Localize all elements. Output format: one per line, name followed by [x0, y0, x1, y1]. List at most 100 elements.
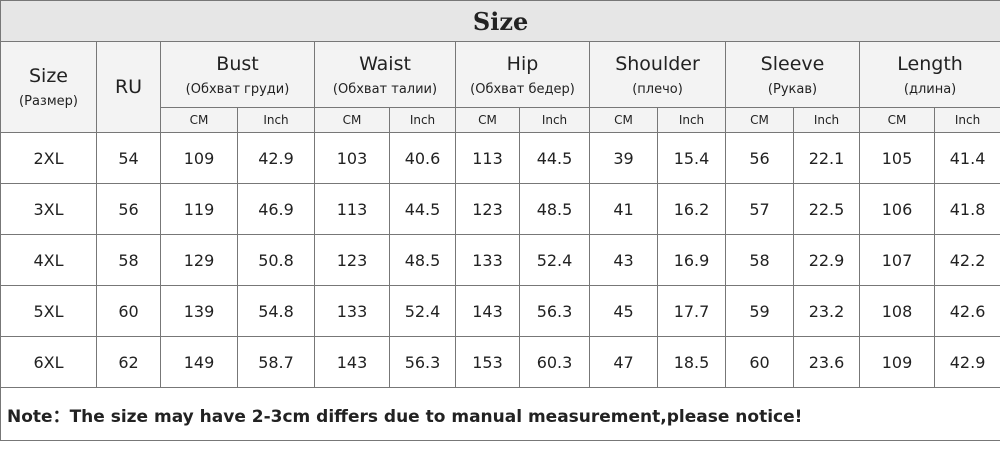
header-label: Length [897, 52, 963, 75]
value-cell: 17.7 [657, 285, 726, 337]
value-cell: 46.9 [237, 183, 315, 235]
value-cell: 108 [859, 285, 935, 337]
value-cell: 58.7 [237, 336, 315, 388]
header-sub: (длина) [903, 81, 957, 97]
header-sub: (Размер) [19, 94, 78, 109]
value-cell: 103 [314, 132, 390, 184]
value-cell: 60.3 [519, 336, 590, 388]
data-row: 5XL 60 139 54.8 133 52.4 143 56.3 45 17.7 59 23.2 10… [0, 285, 1000, 337]
value-cell: 54.8 [237, 285, 315, 337]
ru-cell: 62 [96, 336, 161, 388]
value-cell: 133 [455, 234, 520, 286]
value-cell: 44.5 [519, 132, 590, 184]
unit-label: Inch [237, 107, 315, 133]
note-row: Note：The size may have 2-3cm differs due… [0, 387, 1000, 441]
value-cell: 109 [859, 336, 935, 388]
header-sub: (Обхват талии) [332, 81, 438, 97]
value-cell: 42.9 [237, 132, 315, 184]
value-cell: 43 [589, 234, 658, 286]
value-cell: 22.1 [793, 132, 860, 184]
value-cell: 119 [160, 183, 238, 235]
note: Note：The size may have 2-3cm differs due… [0, 387, 1000, 441]
header-sub: (Обхват груди) [185, 81, 290, 97]
value-cell: 16.2 [657, 183, 726, 235]
value-cell: 23.6 [793, 336, 860, 388]
value-cell: 40.6 [389, 132, 456, 184]
value-cell: 22.5 [793, 183, 860, 235]
value-cell: 48.5 [389, 234, 456, 286]
value-cell: 59 [725, 285, 794, 337]
header-label: Bust [216, 52, 259, 75]
unit-label: CM [160, 107, 238, 133]
value-cell: 16.9 [657, 234, 726, 286]
value-cell: 149 [160, 336, 238, 388]
value-cell: 44.5 [389, 183, 456, 235]
table-title: Size [0, 0, 1000, 42]
header-sub: (Рукав) [767, 81, 818, 97]
value-cell: 113 [455, 132, 520, 184]
header-label: Size [28, 65, 68, 87]
ru-cell: 60 [96, 285, 161, 337]
value-cell: 22.9 [793, 234, 860, 286]
measure-header: Shoulder (плечо) [589, 41, 726, 108]
value-cell: 15.4 [657, 132, 726, 184]
header-sub: (плечо) [632, 81, 683, 97]
value-cell: 107 [859, 234, 935, 286]
value-cell: 50.8 [237, 234, 315, 286]
value-cell: 57 [725, 183, 794, 235]
value-cell: 41.8 [933, 183, 1000, 235]
value-cell: 153 [455, 336, 520, 388]
header-sub: (Обхват бедер) [470, 81, 575, 97]
value-cell: 42.6 [933, 285, 1000, 337]
measure-header: Waist (Обхват талии) [314, 41, 456, 108]
header-row: Size (Размер) RU Bust (Обхват груди) Waist (Об… [0, 41, 1000, 133]
value-cell: 42.9 [933, 336, 1000, 388]
value-cell: 45 [589, 285, 658, 337]
unit-label: CM [589, 107, 658, 133]
value-cell: 56.3 [389, 336, 456, 388]
unit-label: CM [314, 107, 390, 133]
title-row: Size [0, 0, 1000, 42]
value-cell: 123 [314, 234, 390, 286]
value-cell: 52.4 [389, 285, 456, 337]
value-cell: 139 [160, 285, 238, 337]
measure-header: Hip (Обхват бедер) [455, 41, 590, 108]
measure-header: Length (длина) [858, 41, 1000, 108]
value-cell: 106 [859, 183, 935, 235]
value-cell: 56.3 [519, 285, 590, 337]
value-cell: 113 [314, 183, 390, 235]
ru-cell: 56 [96, 183, 161, 235]
measure-header: Bust (Обхват груди) [160, 41, 315, 108]
unit-label: CM [859, 107, 935, 133]
value-cell: 48.5 [519, 183, 590, 235]
column-header: Size (Размер) [0, 41, 97, 133]
unit-row: CM Inch CM Inch CM Inch CM Inch CM Inch CM Inch [1, 107, 1000, 133]
header-label: Sleeve [760, 52, 825, 75]
ru-cell: 58 [96, 234, 161, 286]
value-cell: 129 [160, 234, 238, 286]
unit-label: CM [725, 107, 794, 133]
value-cell: 23.2 [793, 285, 860, 337]
size-cell: 3XL [0, 183, 97, 235]
size-cell: 4XL [0, 234, 97, 286]
unit-label: Inch [389, 107, 456, 133]
size-cell: 2XL [0, 132, 97, 184]
unit-label: Inch [793, 107, 860, 133]
value-cell: 58 [725, 234, 794, 286]
value-cell: 47 [589, 336, 658, 388]
value-cell: 133 [314, 285, 390, 337]
unit-label: Inch [657, 107, 726, 133]
value-cell: 123 [455, 183, 520, 235]
header-label: Hip [506, 52, 539, 75]
size-table: Size Size (Размер) RU Bust (Обхват груди) Wais… [0, 0, 1000, 441]
value-cell: 105 [859, 132, 935, 184]
value-cell: 41.4 [933, 132, 1000, 184]
value-cell: 42.2 [933, 234, 1000, 286]
value-cell: 60 [725, 336, 794, 388]
size-cell: 6XL [0, 336, 97, 388]
measure-header: Sleeve (Рукав) [725, 41, 860, 108]
header-label: Waist [359, 52, 411, 75]
value-cell: 143 [455, 285, 520, 337]
size-cell: 5XL [0, 285, 97, 337]
